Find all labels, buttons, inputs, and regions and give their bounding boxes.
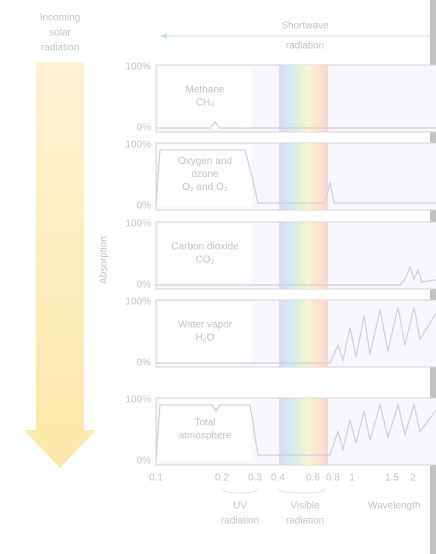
- x-tick-label: 0.6: [306, 473, 320, 484]
- panel-label: Methane: [186, 85, 225, 96]
- x-tick-label: 0.4: [271, 473, 285, 484]
- x-tick-label: 0.3: [248, 473, 262, 484]
- y-top: 100%: [125, 140, 151, 151]
- axis-label: Absorption: [99, 236, 110, 284]
- visible-band: [279, 300, 328, 367]
- x-tick-label: 1: [349, 473, 355, 484]
- x-tick-label: 1.5: [385, 473, 399, 484]
- x-tick-label: 0.2: [215, 473, 229, 484]
- y-bottom: 0%: [137, 201, 152, 212]
- panel-label: ozone: [191, 169, 219, 180]
- visible-label: Visible: [290, 501, 320, 512]
- incoming-text: radiation: [41, 43, 79, 54]
- visible-band: [279, 222, 328, 289]
- x-tick-label: 2: [410, 473, 416, 484]
- panel-label: Water vapor: [178, 320, 233, 331]
- diagram: Incoming solar radiation Shortwave radia…: [0, 0, 436, 554]
- arrow-head: [160, 33, 167, 39]
- panel-label: O₂ and O₃: [182, 182, 228, 193]
- shortwave-text: Shortwave: [281, 21, 329, 32]
- brace: [222, 488, 326, 493]
- y-bottom: 0%: [137, 280, 152, 291]
- panel-label: H₂O: [196, 333, 215, 344]
- uv-label: radiation: [221, 516, 259, 527]
- y-top: 100%: [125, 395, 151, 406]
- panel-label: Total: [194, 418, 215, 429]
- uv-label: UV: [233, 501, 247, 512]
- x-tick-label: 0.8: [326, 473, 340, 484]
- incoming-text: Incoming: [40, 13, 81, 24]
- y-top: 100%: [125, 297, 151, 308]
- y-top: 100%: [125, 219, 151, 230]
- panel-label: atmosphere: [179, 431, 232, 442]
- y-bottom: 0%: [137, 456, 152, 467]
- y-bottom: 0%: [137, 358, 152, 369]
- x-tick-label: 0.1: [149, 473, 163, 484]
- panel-label: CH₄: [196, 98, 215, 109]
- shortwave-text: radiation: [286, 41, 324, 52]
- solar-arrow: [24, 62, 96, 468]
- incoming-text: solar: [49, 28, 71, 39]
- y-top: 100%: [125, 62, 151, 73]
- visible-band: [279, 65, 328, 132]
- visible-band: [279, 143, 328, 210]
- visible-label: radiation: [286, 516, 324, 527]
- panel-label: CO₂: [196, 255, 215, 266]
- panel-label: Carbon dioxide: [171, 242, 239, 253]
- wavelength-label: Wavelength: [368, 501, 420, 512]
- panel-label: Oxygen and: [178, 156, 232, 167]
- y-bottom: 0%: [137, 123, 152, 134]
